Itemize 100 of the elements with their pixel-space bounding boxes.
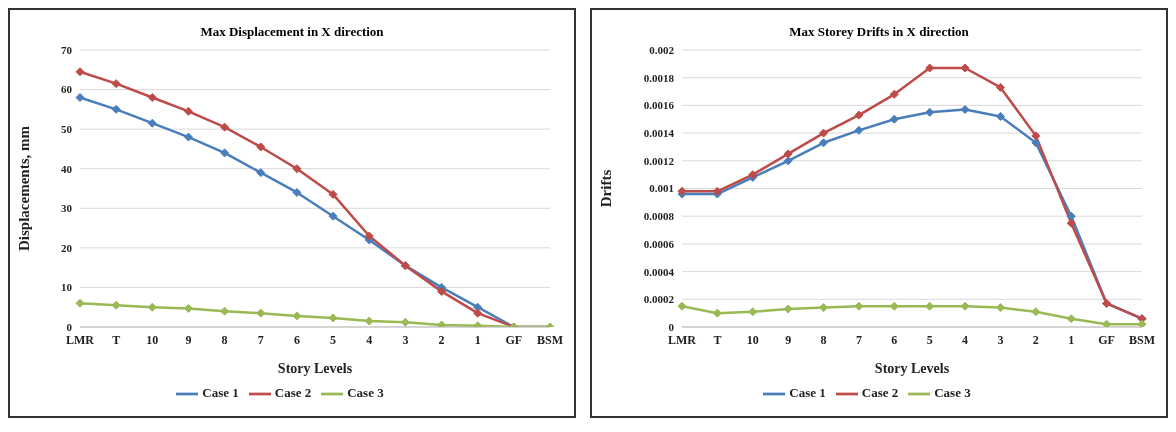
legend-label: Case 1 — [202, 384, 239, 400]
x-tick-label: 7 — [257, 332, 264, 347]
y-tick-label: 0.0002 — [643, 293, 675, 306]
point — [75, 298, 85, 308]
x-tick-label: 5 — [926, 332, 933, 347]
point — [819, 138, 829, 148]
point — [328, 211, 338, 221]
point — [783, 156, 793, 166]
x-tick-label: LMR — [66, 332, 95, 347]
point — [111, 104, 121, 114]
point — [437, 286, 447, 296]
legend-label: Case 1 — [789, 384, 826, 400]
point — [220, 148, 230, 158]
x-tick-label: 1 — [1068, 332, 1075, 347]
x-tick-label: 6 — [891, 332, 898, 347]
y-tick-label: 0.0018 — [643, 71, 675, 84]
y-axis-title: Drifts — [598, 169, 615, 208]
legend-label: Case 2 — [861, 384, 899, 400]
point — [364, 231, 374, 241]
point — [75, 92, 85, 102]
y-tick-label: 10 — [61, 281, 73, 294]
chart-title: Max Displacement in X direction — [199, 24, 385, 40]
x-tick-label: 5 — [330, 332, 337, 347]
point — [147, 92, 157, 102]
point — [1066, 218, 1076, 228]
point — [1031, 138, 1041, 148]
point — [960, 105, 970, 115]
x-tick-label: 10 — [146, 332, 159, 347]
point — [220, 306, 230, 316]
point — [1066, 211, 1076, 221]
x-tick-label: 2 — [1032, 332, 1039, 347]
point — [147, 118, 157, 128]
legend-label: Case 3 — [347, 384, 384, 400]
x-tick-label: T — [713, 332, 722, 347]
point — [854, 301, 864, 311]
y-tick-label: 0.0006 — [643, 237, 675, 250]
x-tick-label: GF — [1098, 332, 1115, 347]
point — [256, 142, 266, 152]
point — [783, 149, 793, 159]
legend-label: Case 3 — [934, 384, 971, 400]
x-tick-label: 2 — [438, 332, 445, 347]
point — [889, 114, 899, 124]
x-tick-label: 9 — [185, 332, 192, 347]
y-tick-label: 0 — [66, 320, 73, 333]
x-tick-label: 6 — [293, 332, 300, 347]
point — [960, 301, 970, 311]
y-tick-label: 0.0014 — [643, 127, 675, 140]
chart-title: Max Storey Drifts in X direction — [788, 24, 970, 40]
point — [473, 308, 483, 318]
y-tick-label: 0.001 — [649, 182, 674, 195]
point — [1031, 131, 1041, 141]
x-tick-label: LMR — [668, 332, 697, 347]
y-tick-label: 0.0012 — [643, 154, 675, 167]
x-tick-label: 8 — [221, 332, 228, 347]
x-tick-label: GF — [505, 332, 523, 347]
y-tick-label: 20 — [61, 241, 73, 254]
y-tick-label: 0.002 — [649, 43, 675, 56]
y-tick-label: 0.0016 — [643, 99, 675, 112]
y-tick-label: 0.0004 — [643, 265, 675, 278]
point — [111, 300, 121, 310]
point — [328, 189, 338, 199]
point — [819, 128, 829, 138]
y-axis-title: Displacements, mm — [16, 125, 33, 251]
legend-label: Case 2 — [274, 384, 312, 400]
x-axis-title: Story Levels — [277, 361, 353, 376]
point — [854, 125, 864, 135]
x-tick-label: BSM — [1128, 332, 1156, 347]
x-tick-label: 3 — [997, 332, 1004, 347]
y-tick-label: 0.0008 — [643, 210, 675, 223]
y-tick-label: 30 — [61, 202, 73, 215]
point — [677, 301, 687, 311]
point — [183, 132, 193, 142]
point — [364, 316, 374, 326]
point — [220, 122, 230, 132]
x-tick-label: 9 — [785, 332, 792, 347]
point — [111, 79, 121, 89]
y-tick-label: 70 — [61, 43, 73, 56]
point — [1031, 307, 1041, 317]
x-tick-label: 3 — [402, 332, 409, 347]
x-tick-label: 10 — [746, 332, 759, 347]
point — [995, 82, 1005, 92]
point — [256, 168, 266, 178]
point — [292, 187, 302, 197]
x-tick-label: BSM — [536, 332, 564, 347]
point — [75, 67, 85, 77]
y-tick-label: 50 — [61, 123, 73, 136]
x-tick-label: 4 — [366, 332, 373, 347]
x-axis-title: Story Levels — [874, 361, 950, 376]
point — [1137, 319, 1147, 327]
x-tick-label: 8 — [820, 332, 827, 347]
x-tick-label: T — [112, 332, 121, 347]
x-tick-label: 1 — [474, 332, 481, 347]
point — [183, 106, 193, 116]
x-tick-label: 7 — [855, 332, 862, 347]
x-tick-label: 4 — [962, 332, 969, 347]
point — [292, 164, 302, 174]
point — [1066, 314, 1076, 324]
y-tick-label: 0 — [668, 320, 675, 333]
point — [712, 308, 722, 318]
point — [748, 307, 758, 317]
